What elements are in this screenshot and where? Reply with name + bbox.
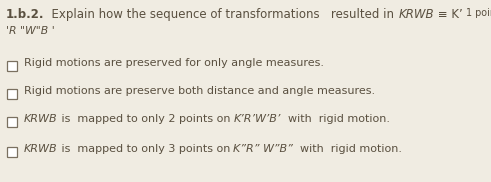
Text: K’R’W’B’: K’R’W’B’ bbox=[234, 114, 281, 124]
Text: KRWB: KRWB bbox=[24, 144, 57, 154]
Text: Rigid motions are preserved for only angle measures.: Rigid motions are preserved for only ang… bbox=[24, 58, 324, 68]
Text: Rigid motions are preserve both distance and angle measures.: Rigid motions are preserve both distance… bbox=[24, 86, 375, 96]
Text: 1.b.2.: 1.b.2. bbox=[6, 8, 45, 21]
FancyBboxPatch shape bbox=[7, 62, 18, 72]
Text: K”R” W”B”: K”R” W”B” bbox=[234, 144, 294, 154]
Text: with  rigid motion.: with rigid motion. bbox=[281, 114, 390, 124]
Text: is  mapped to only 3 points on: is mapped to only 3 points on bbox=[57, 144, 234, 154]
Text: with  rigid motion.: with rigid motion. bbox=[294, 144, 403, 154]
Text: Explain how the sequence of transformations   resulted in: Explain how the sequence of transformati… bbox=[45, 8, 398, 21]
FancyBboxPatch shape bbox=[7, 118, 18, 128]
Text: KRWB: KRWB bbox=[24, 114, 57, 124]
Text: ≡ K’: ≡ K’ bbox=[434, 8, 466, 21]
FancyBboxPatch shape bbox=[7, 90, 18, 100]
Text: KRWB: KRWB bbox=[398, 8, 434, 21]
FancyBboxPatch shape bbox=[7, 147, 18, 157]
Text: 'R "W"B ': 'R "W"B ' bbox=[6, 26, 55, 36]
Text: 1 point: 1 point bbox=[466, 8, 491, 18]
Text: is  mapped to only 2 points on: is mapped to only 2 points on bbox=[57, 114, 234, 124]
